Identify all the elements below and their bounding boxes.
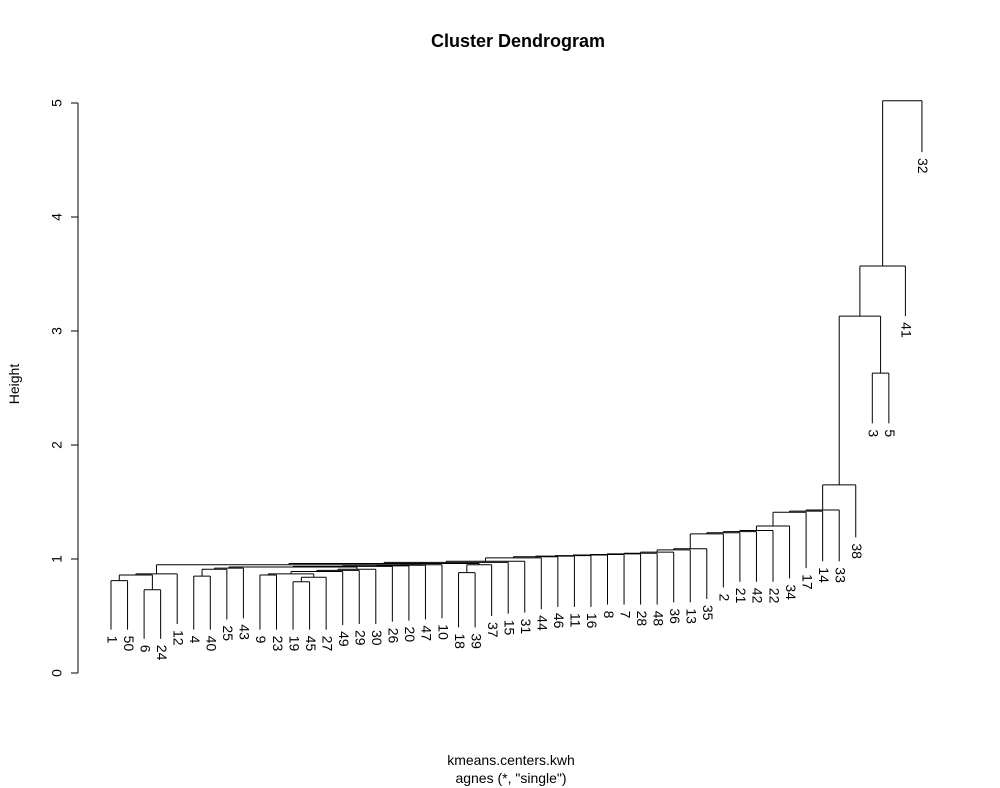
- leaf-label: 8: [601, 611, 617, 619]
- leaf-label: 33: [832, 567, 848, 583]
- leaf-label: 36: [667, 608, 683, 624]
- leaf-label: 29: [353, 630, 369, 646]
- leaf-label: 31: [518, 619, 534, 635]
- leaf-label: 43: [237, 624, 253, 640]
- leaf-label: 20: [402, 627, 418, 643]
- leaf-label: 12: [170, 630, 186, 646]
- y-tick-label: 2: [49, 441, 65, 449]
- leaf-label: 1: [104, 636, 120, 644]
- x-axis-label: kmeans.centers.kwh: [447, 752, 575, 768]
- y-axis: 0 1 2 3 4 5: [49, 99, 79, 677]
- leaf-label: 39: [468, 633, 484, 649]
- leaf-label: 7: [617, 611, 633, 619]
- leaf-label: 14: [816, 567, 832, 583]
- leaf-label: 9: [253, 636, 269, 644]
- leaf-label: 25: [220, 625, 236, 641]
- leaf-label: 30: [369, 630, 385, 646]
- leaf-label: 49: [336, 631, 352, 647]
- y-tick-label: 0: [49, 669, 65, 677]
- leaf-label: 17: [799, 574, 815, 590]
- leaf-label: 19: [286, 636, 302, 652]
- leaf-label: 28: [634, 611, 650, 627]
- leaf-label: 13: [684, 608, 700, 624]
- leaf-label: 24: [154, 645, 170, 661]
- method-sublabel: agnes (*, "single"): [455, 770, 566, 786]
- leaf-label: 23: [270, 636, 286, 652]
- leaf-label: 50: [121, 636, 137, 652]
- leaf-label: 37: [485, 622, 501, 638]
- leaf-label: 44: [535, 615, 551, 631]
- leaf-label: 5: [882, 429, 898, 437]
- leaf-label: 2: [717, 594, 733, 602]
- leaf-label: 42: [750, 588, 766, 604]
- leaf-label: 16: [584, 613, 600, 629]
- chart-title: Cluster Dendrogram: [431, 31, 605, 51]
- leaf-label: 38: [849, 543, 865, 559]
- leaf-label: 15: [501, 620, 517, 636]
- y-axis-label: Height: [6, 364, 22, 405]
- leaf-label: 11: [568, 613, 584, 628]
- leaf-label: 35: [700, 605, 716, 621]
- leaf-label: 46: [551, 613, 567, 629]
- y-tick-label: 3: [49, 327, 65, 335]
- leaf-label: 34: [783, 584, 799, 600]
- leaf-label: 32: [915, 158, 931, 174]
- leaf-label: 22: [766, 588, 782, 604]
- leaf-label: 45: [303, 636, 319, 652]
- leaf-label: 21: [733, 588, 749, 604]
- leaf-label: 40: [204, 636, 220, 652]
- leaf-label: 3: [866, 429, 882, 437]
- leaf-label: 41: [899, 322, 915, 338]
- leaf-label: 6: [137, 645, 153, 653]
- y-tick-label: 1: [49, 555, 65, 563]
- leaf-label: 10: [435, 624, 451, 640]
- dendrogram-tree: [110, 100, 923, 639]
- leaf-label: 47: [419, 625, 435, 641]
- y-tick-label: 5: [49, 99, 65, 107]
- leaf-label: 18: [452, 633, 468, 649]
- leaf-label: 48: [650, 611, 666, 627]
- y-tick-label: 4: [49, 213, 65, 221]
- leaf-label: 4: [187, 636, 203, 644]
- leaf-label: 26: [386, 628, 402, 644]
- leaf-label: 27: [319, 636, 335, 652]
